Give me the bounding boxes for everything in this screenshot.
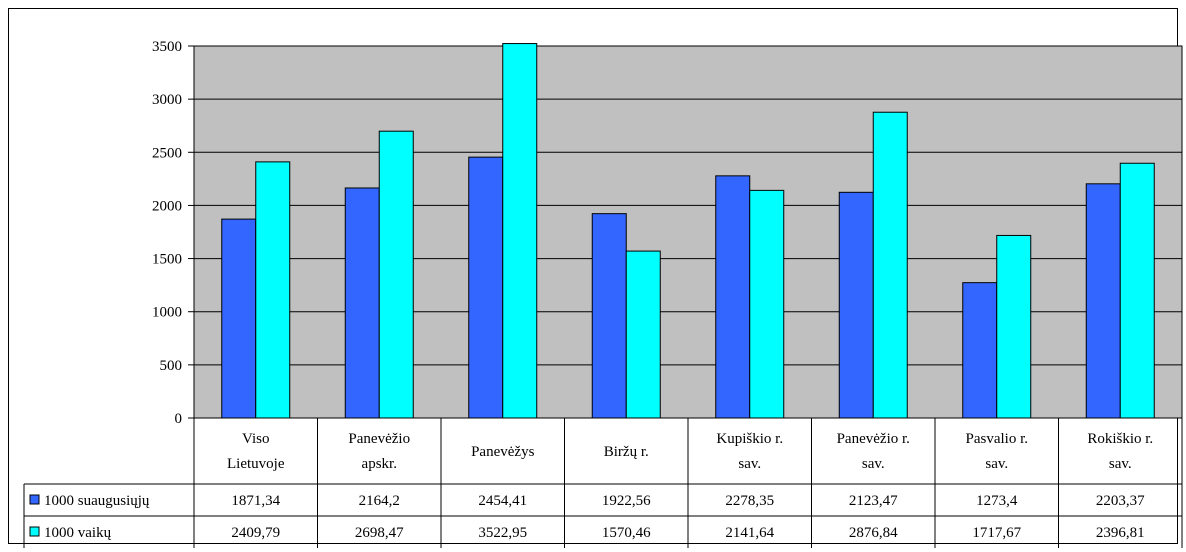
category-label: sav. [738, 456, 761, 472]
data-label: 2141,64 [725, 525, 774, 541]
data-label: 1922,56 [602, 493, 651, 509]
category-label: Kupiškio r. [716, 431, 783, 447]
data-label: 2454,41 [478, 493, 527, 509]
data-label: 2123,47 [849, 493, 898, 509]
category-label: Panevėžio r. [837, 431, 910, 447]
bar-vaiku [872, 111, 908, 419]
data-label: 3522,95 [478, 525, 527, 541]
y-tick-label: 500 [160, 358, 183, 374]
data-label: 2876,84 [849, 525, 898, 541]
bar-suaugusiuju [962, 282, 998, 419]
bar-suaugusiuju [1085, 183, 1121, 419]
data-label: 2164,2 [359, 493, 400, 509]
data-label: 1570,46 [602, 525, 651, 541]
category-label: sav. [985, 456, 1008, 472]
legend-label: 1000 vaikų [44, 525, 112, 541]
data-label: 2409,79 [231, 525, 280, 541]
category-label: Biržų r. [604, 444, 649, 460]
bar-vaiku [625, 250, 661, 419]
data-label: 2396,81 [1096, 525, 1145, 541]
y-tick-label: 2000 [152, 198, 182, 214]
y-tick-label: 0 [175, 411, 183, 427]
category-label: sav. [1109, 456, 1132, 472]
y-tick-label: 1500 [152, 252, 182, 268]
category-label: apskr. [362, 456, 397, 472]
bar-vaiku [1119, 162, 1155, 419]
category-label: Rokiškio r. [1087, 431, 1153, 447]
legend-swatch [29, 526, 40, 537]
bar-vaiku [255, 161, 291, 419]
legend-label: 1000 suaugusiųjų [44, 493, 150, 509]
category-label: Viso [242, 431, 269, 447]
category-label: sav. [862, 456, 885, 472]
y-tick-label: 1000 [152, 305, 182, 321]
data-label: 1273,4 [976, 493, 1018, 509]
bar-suaugusiuju [591, 213, 627, 419]
data-label: 2278,35 [725, 493, 774, 509]
bar-vaiku [749, 189, 785, 419]
data-label: 2203,37 [1096, 493, 1145, 509]
bar-suaugusiuju [344, 187, 380, 419]
y-tick-label: 2500 [152, 145, 182, 161]
bar-vaiku [378, 130, 414, 419]
data-label: 2698,47 [355, 525, 404, 541]
data-label: 1717,67 [972, 525, 1021, 541]
bar-suaugusiuju [838, 191, 874, 419]
category-label: Panevėžio [348, 431, 410, 447]
plot-area [193, 45, 1183, 419]
y-tick-label: 3000 [152, 92, 182, 108]
category-label: Lietuvoje [227, 456, 285, 472]
bar-suaugusiuju [221, 218, 257, 419]
bar-suaugusiuju [715, 175, 751, 419]
category-label: Panevėžys [471, 444, 534, 460]
category-label: Pasvalio r. [966, 431, 1029, 447]
bar-vaiku [502, 43, 538, 419]
y-tick-label: 3500 [152, 39, 182, 55]
legend-swatch [29, 494, 40, 505]
bar-vaiku [996, 234, 1032, 419]
data-label: 1871,34 [231, 493, 280, 509]
bar-suaugusiuju [468, 156, 504, 419]
